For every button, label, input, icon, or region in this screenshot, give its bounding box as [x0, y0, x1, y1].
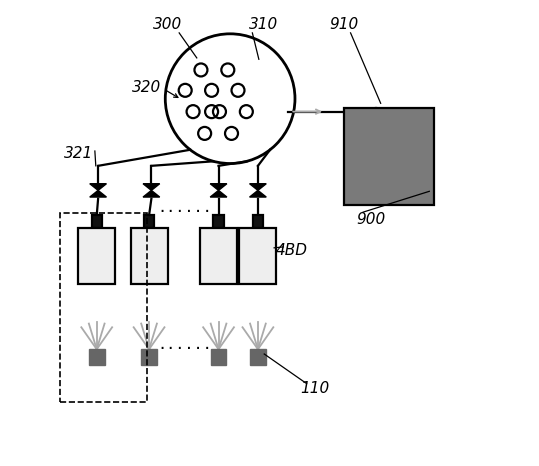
Bar — [89, 350, 105, 365]
Polygon shape — [143, 191, 160, 197]
Text: 4BD: 4BD — [276, 243, 308, 258]
Text: 910: 910 — [329, 17, 358, 32]
Bar — [130, 228, 168, 284]
Polygon shape — [250, 184, 266, 191]
Polygon shape — [143, 184, 160, 191]
Text: 110: 110 — [300, 381, 329, 396]
Bar — [344, 108, 434, 205]
Polygon shape — [210, 191, 227, 197]
Bar — [200, 228, 237, 284]
Text: 300: 300 — [153, 17, 182, 32]
Text: ......: ...... — [158, 200, 212, 215]
Polygon shape — [250, 191, 266, 197]
Text: 321: 321 — [64, 146, 93, 161]
Text: 900: 900 — [357, 212, 386, 226]
Bar — [250, 350, 266, 365]
Bar — [213, 215, 224, 228]
Bar — [141, 350, 157, 365]
Text: 320: 320 — [132, 80, 161, 95]
Text: 310: 310 — [250, 17, 279, 32]
Bar — [92, 215, 102, 228]
Bar — [239, 228, 277, 284]
Bar — [144, 215, 154, 228]
Bar — [78, 228, 115, 284]
Bar — [253, 215, 263, 228]
Polygon shape — [90, 184, 106, 191]
Bar — [211, 350, 226, 365]
Bar — [60, 213, 147, 402]
Text: ......: ...... — [158, 336, 212, 352]
Polygon shape — [210, 184, 227, 191]
Polygon shape — [90, 191, 106, 197]
